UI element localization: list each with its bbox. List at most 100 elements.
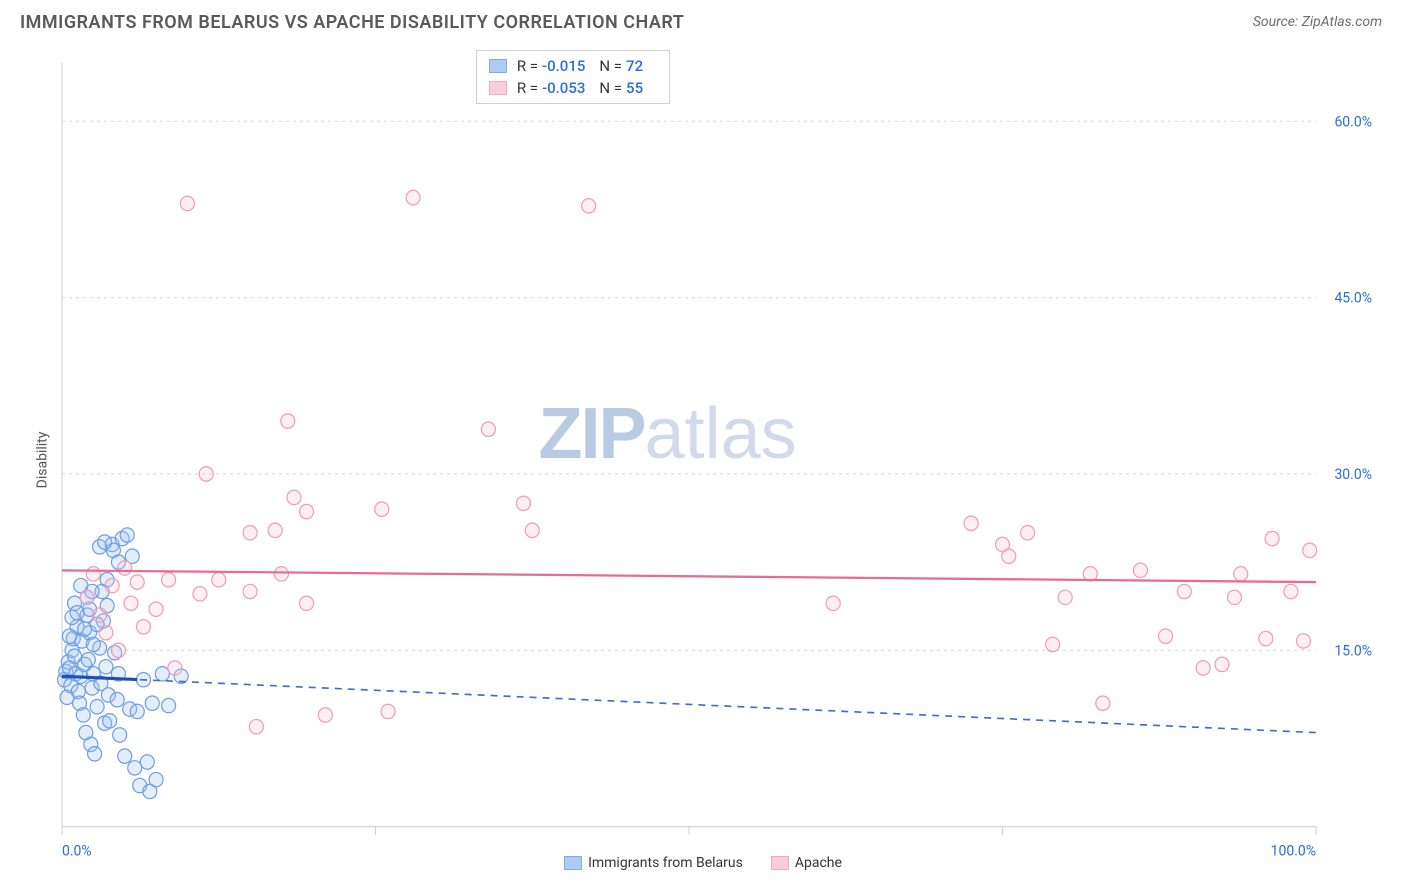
chart-title: IMMIGRANTS FROM BELARUS VS APACHE DISABI… bbox=[20, 12, 684, 33]
legend-row-apache: R =-0.053 N =55 bbox=[489, 77, 657, 99]
legend-swatch-belarus bbox=[564, 856, 582, 870]
legend-swatch-apache bbox=[489, 81, 507, 95]
data-point-apache bbox=[93, 608, 107, 622]
data-point-apache bbox=[1159, 629, 1173, 643]
data-point-apache bbox=[1196, 661, 1210, 675]
scatter-plot: 15.0%30.0%45.0%60.0%0.0%100.0% bbox=[56, 48, 1386, 872]
data-point-belarus bbox=[78, 622, 92, 636]
data-point-apache bbox=[199, 467, 213, 481]
correlation-legend-box: R =-0.015 N =72 R =-0.053 N =55 bbox=[476, 50, 670, 104]
data-point-apache bbox=[1002, 549, 1016, 563]
data-point-belarus bbox=[86, 637, 100, 651]
data-point-belarus bbox=[155, 667, 169, 681]
data-point-apache bbox=[300, 504, 314, 518]
y-tick-label: 45.0% bbox=[1334, 291, 1372, 307]
data-point-belarus bbox=[76, 708, 90, 722]
data-point-apache bbox=[481, 422, 495, 436]
data-point-apache bbox=[86, 567, 100, 581]
y-tick-label: 30.0% bbox=[1334, 467, 1372, 483]
data-point-apache bbox=[162, 573, 176, 587]
data-point-belarus bbox=[110, 692, 124, 706]
data-point-apache bbox=[118, 561, 132, 575]
data-point-apache bbox=[99, 625, 113, 639]
trend-line-apache bbox=[62, 570, 1316, 582]
r-label: R = bbox=[517, 55, 538, 77]
data-point-belarus bbox=[63, 629, 77, 643]
data-point-belarus bbox=[120, 528, 134, 542]
data-point-belarus bbox=[162, 698, 176, 712]
data-point-apache bbox=[318, 708, 332, 722]
data-point-apache bbox=[168, 661, 182, 675]
data-point-belarus bbox=[88, 747, 102, 761]
data-point-apache bbox=[1303, 543, 1317, 557]
data-point-belarus bbox=[98, 535, 112, 549]
data-point-apache bbox=[1284, 584, 1298, 598]
data-point-apache bbox=[964, 516, 978, 530]
data-point-apache bbox=[1021, 526, 1035, 540]
data-point-apache bbox=[1046, 637, 1060, 651]
data-point-apache bbox=[1234, 567, 1248, 581]
data-point-belarus bbox=[99, 660, 113, 674]
data-point-apache bbox=[525, 523, 539, 537]
data-point-apache bbox=[193, 587, 207, 601]
n-value: 72 bbox=[626, 55, 643, 77]
data-point-belarus bbox=[70, 605, 84, 619]
data-point-apache bbox=[243, 584, 257, 598]
data-point-belarus bbox=[145, 696, 159, 710]
source-name: ZipAtlas.com bbox=[1302, 14, 1382, 30]
data-point-apache bbox=[268, 523, 282, 537]
data-point-belarus bbox=[81, 653, 95, 667]
data-point-belarus bbox=[118, 749, 132, 763]
legend-row-belarus: R =-0.015 N =72 bbox=[489, 55, 657, 77]
r-value: -0.053 bbox=[542, 77, 585, 99]
data-point-apache bbox=[1265, 531, 1279, 545]
data-point-apache bbox=[105, 578, 119, 592]
data-point-apache bbox=[1227, 590, 1241, 604]
source-attribution: Source: ZipAtlas.com bbox=[1253, 14, 1382, 30]
data-point-apache bbox=[826, 596, 840, 610]
data-point-apache bbox=[1259, 631, 1273, 645]
data-point-apache bbox=[80, 590, 94, 604]
data-point-apache bbox=[243, 526, 257, 540]
data-point-belarus bbox=[149, 772, 163, 786]
series-legend: Immigrants from Belarus Apache bbox=[20, 855, 1386, 874]
legend-label: Apache bbox=[795, 855, 842, 871]
data-point-belarus bbox=[113, 728, 127, 742]
n-value: 55 bbox=[626, 77, 643, 99]
source-label: Source: bbox=[1253, 14, 1302, 30]
data-point-apache bbox=[1215, 657, 1229, 671]
data-point-apache bbox=[582, 199, 596, 213]
chart-area: Disability 15.0%30.0%45.0%60.0%0.0%100.0… bbox=[20, 48, 1386, 872]
data-point-apache bbox=[1177, 584, 1191, 598]
chart-header: IMMIGRANTS FROM BELARUS VS APACHE DISABI… bbox=[0, 0, 1406, 48]
data-point-apache bbox=[281, 414, 295, 428]
n-label: N = bbox=[599, 55, 622, 77]
data-point-apache bbox=[130, 575, 144, 589]
r-label: R = bbox=[517, 77, 538, 99]
legend-swatch-belarus bbox=[489, 59, 507, 73]
legend-label: Immigrants from Belarus bbox=[588, 855, 743, 871]
data-point-belarus bbox=[130, 704, 144, 718]
data-point-apache bbox=[1096, 696, 1110, 710]
data-point-apache bbox=[212, 573, 226, 587]
data-point-apache bbox=[180, 196, 194, 210]
data-point-apache bbox=[124, 596, 138, 610]
data-point-apache bbox=[274, 567, 288, 581]
legend-item-apache: Apache bbox=[771, 855, 842, 871]
data-point-apache bbox=[1296, 634, 1310, 648]
data-point-apache bbox=[111, 643, 125, 657]
data-point-belarus bbox=[90, 700, 104, 714]
data-point-apache bbox=[287, 490, 301, 504]
data-point-apache bbox=[1058, 590, 1072, 604]
data-point-belarus bbox=[140, 755, 154, 769]
data-point-apache bbox=[149, 602, 163, 616]
data-point-belarus bbox=[103, 714, 117, 728]
r-value: -0.015 bbox=[542, 55, 585, 77]
data-point-apache bbox=[300, 596, 314, 610]
legend-swatch-apache bbox=[771, 856, 789, 870]
y-tick-label: 60.0% bbox=[1334, 114, 1372, 130]
y-tick-label: 15.0% bbox=[1334, 643, 1372, 659]
n-label: N = bbox=[599, 77, 622, 99]
data-point-apache bbox=[375, 502, 389, 516]
data-point-apache bbox=[1133, 563, 1147, 577]
